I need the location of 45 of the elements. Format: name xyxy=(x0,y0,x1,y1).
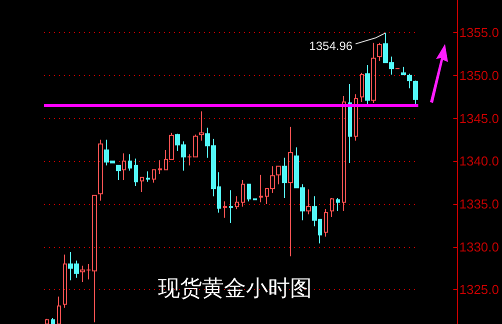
candlestick xyxy=(98,139,103,202)
candlestick xyxy=(229,190,233,224)
candlestick xyxy=(241,180,245,208)
y-tick-label: 1350.0 xyxy=(459,68,500,83)
candlestick xyxy=(134,158,138,186)
candlestick xyxy=(360,72,364,102)
candlestick xyxy=(354,94,358,142)
candlestick xyxy=(247,184,251,202)
candlestick xyxy=(288,126,293,257)
text: 现货黄金小时图 xyxy=(158,276,312,300)
candlestick xyxy=(146,170,150,182)
candlestick xyxy=(51,318,55,324)
candlestick xyxy=(401,66,406,76)
candlestick xyxy=(336,198,340,212)
candlestick xyxy=(140,176,144,192)
candlestick xyxy=(199,110,204,142)
annotation: 1354.96 xyxy=(309,38,353,53)
candlestick xyxy=(342,96,346,212)
candlestick xyxy=(57,296,61,324)
y-tick-label: 1355.0 xyxy=(459,25,500,40)
candlestick xyxy=(259,174,263,203)
candlestick xyxy=(413,80,418,106)
candlestick xyxy=(45,318,49,324)
candlestick xyxy=(348,84,352,164)
candlestick xyxy=(235,196,239,210)
y-tick-label: 1345.0 xyxy=(459,110,500,126)
candlestick xyxy=(158,160,162,174)
candlestick xyxy=(407,73,412,89)
candlestick xyxy=(324,208,328,238)
candlestick xyxy=(377,42,382,62)
candlestick xyxy=(152,169,156,184)
candlestick xyxy=(306,188,311,215)
candlestick xyxy=(365,64,370,106)
candlestick xyxy=(223,200,227,218)
candlestick xyxy=(371,42,376,104)
y-tick-label: 1325.0 xyxy=(459,282,500,298)
y-tick-label: 1335.0 xyxy=(459,196,500,212)
candlestick xyxy=(282,157,287,198)
candlestick xyxy=(63,254,67,308)
candlestick xyxy=(116,164,121,180)
candlestick xyxy=(122,152,126,180)
y-tick-label: 1330.0 xyxy=(459,239,500,254)
y-tick-label: 1340.0 xyxy=(459,154,500,169)
candlestick xyxy=(330,198,334,218)
candlestick xyxy=(128,154,132,172)
